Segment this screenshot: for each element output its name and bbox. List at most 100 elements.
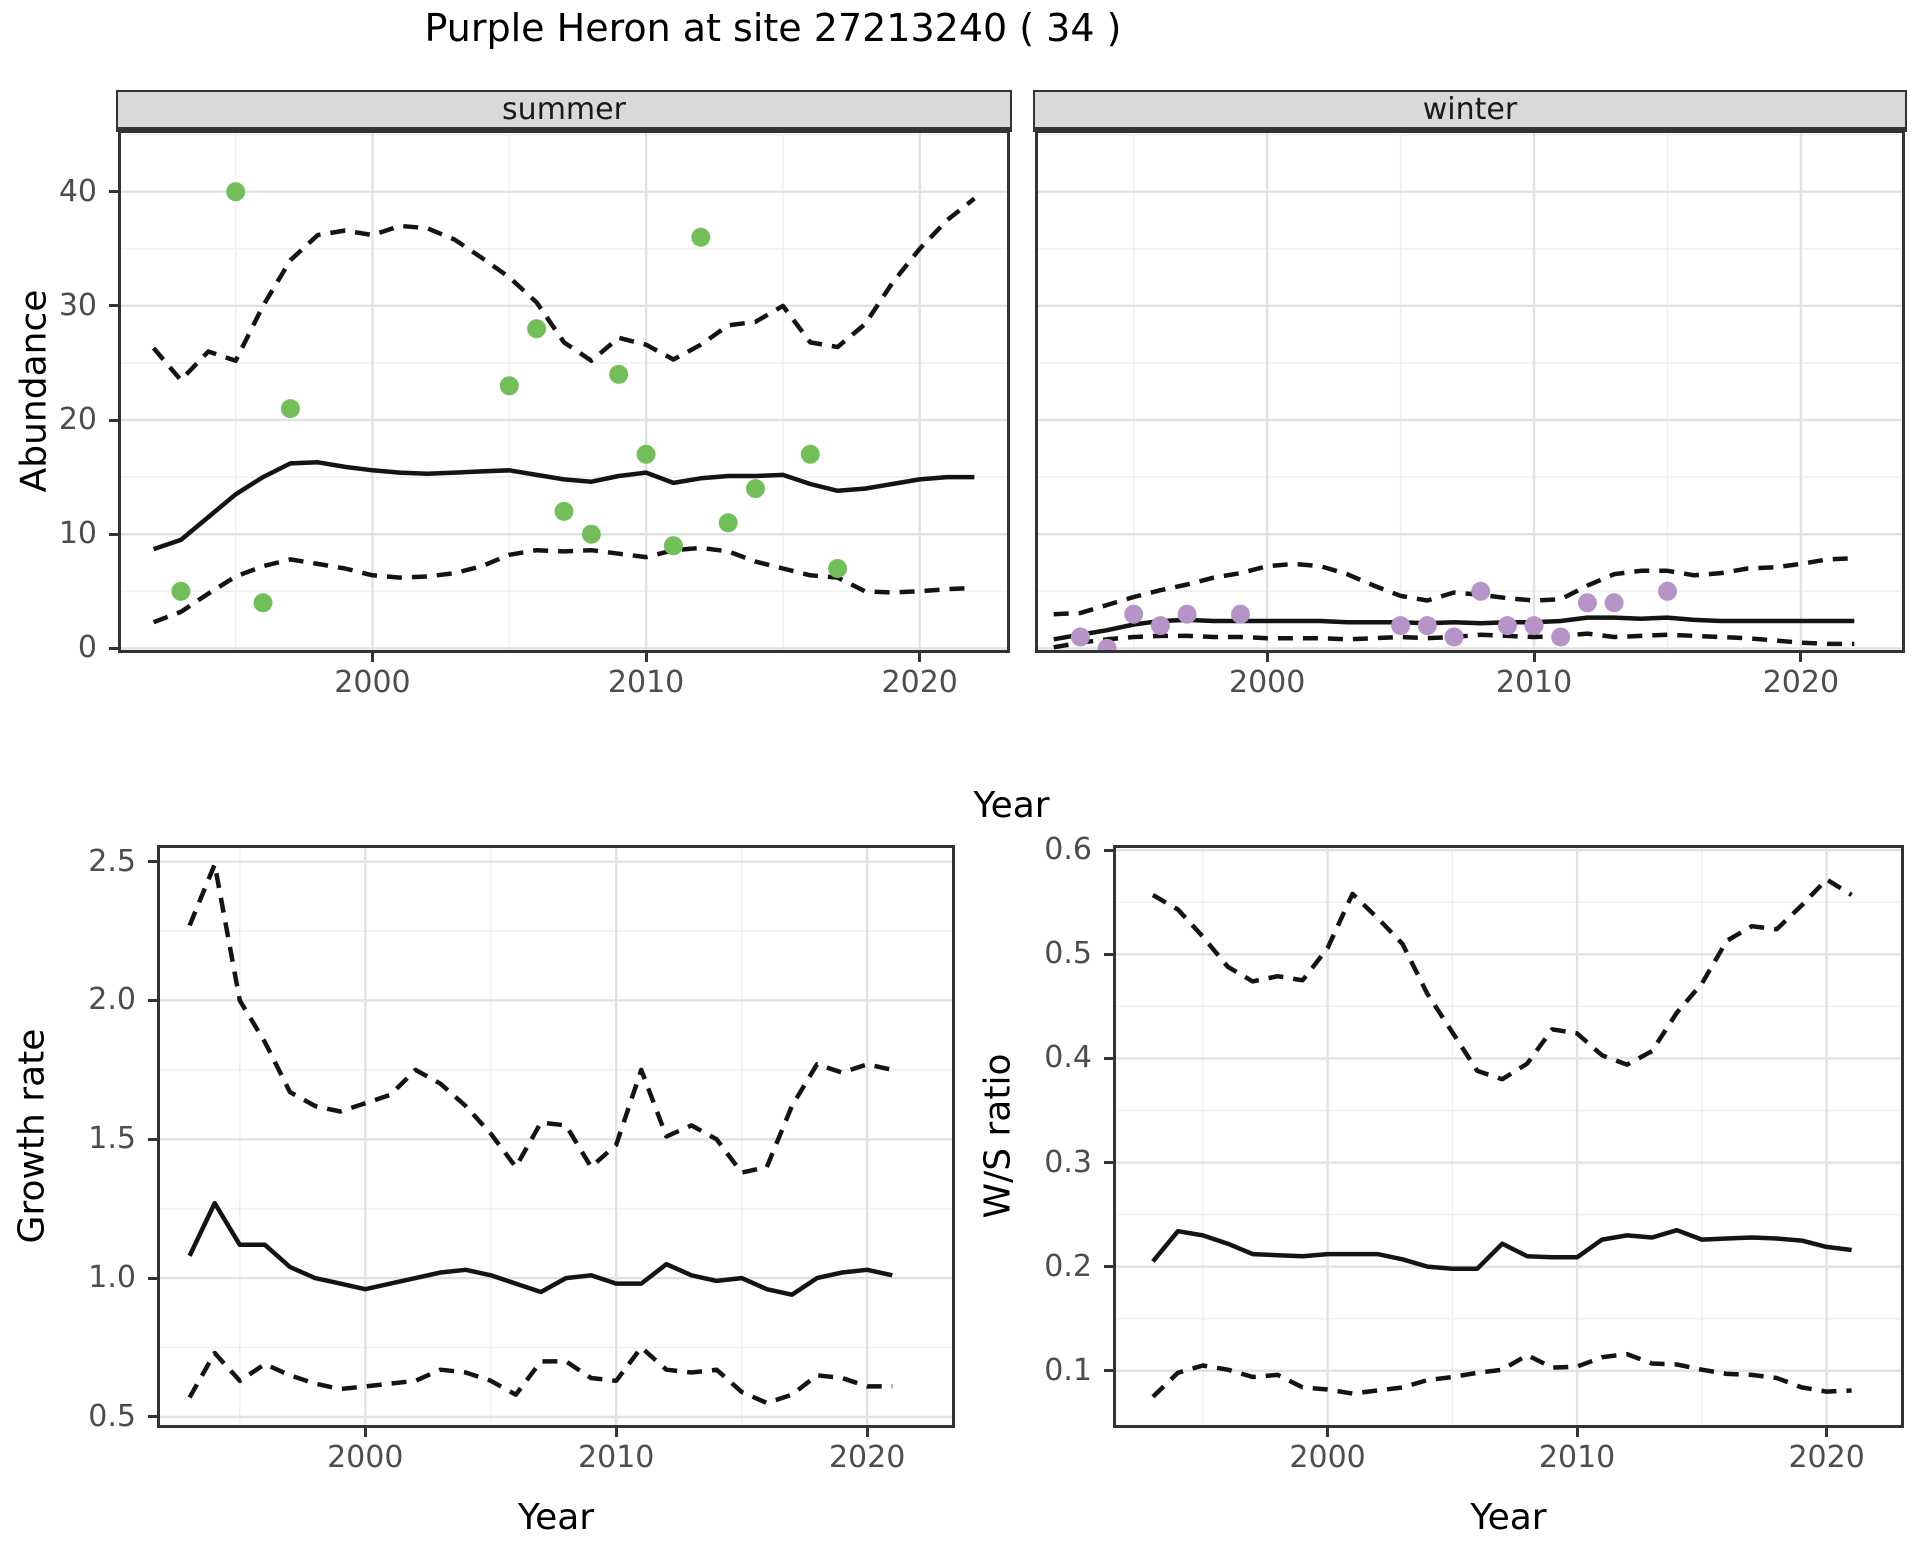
winter-upper-ci-line bbox=[1053, 555, 1855, 617]
summer-data-point bbox=[718, 513, 738, 533]
growth-upper-ci-line bbox=[187, 862, 893, 1175]
ws-x-tick-label: 2010 bbox=[1538, 1440, 1616, 1475]
ws-x-tick-label: 2000 bbox=[1289, 1440, 1366, 1475]
winter-data-point bbox=[1551, 627, 1571, 647]
winter-x-tick-mark bbox=[1265, 653, 1269, 662]
summer-x-tick-label: 2010 bbox=[607, 665, 685, 700]
summer-data-point bbox=[663, 536, 683, 556]
ws-y-tick-mark bbox=[1104, 1161, 1113, 1165]
panel-winter-abundance bbox=[1035, 130, 1905, 653]
growth-y-tick-mark bbox=[148, 1137, 157, 1141]
summer-y-tick-mark bbox=[109, 418, 118, 422]
summer-y-tick-mark bbox=[109, 304, 118, 308]
ws-y-tick-label: 0.5 bbox=[1044, 936, 1092, 972]
summer-data-point bbox=[226, 182, 246, 202]
summer-y-tick-label: 10 bbox=[58, 516, 97, 552]
winter-data-point bbox=[1231, 604, 1250, 624]
growth-y-tick-mark bbox=[148, 860, 157, 864]
summer-mean-line bbox=[152, 460, 975, 552]
ws-x-tick-mark bbox=[1575, 1428, 1579, 1437]
ws-upper-ci-line bbox=[1151, 877, 1853, 1082]
winter-data-point bbox=[1471, 581, 1491, 601]
ws-mean-line bbox=[1151, 1227, 1852, 1271]
summer-data-point bbox=[828, 559, 848, 578]
panel-summer-abundance bbox=[118, 130, 1010, 653]
winter-data-point bbox=[1150, 616, 1170, 636]
winter-data-point bbox=[1604, 593, 1624, 613]
panel-growth-rate bbox=[157, 845, 955, 1428]
growth-x-tick-label: 2020 bbox=[828, 1440, 906, 1475]
summer-y-tick-label: 0 bbox=[77, 630, 97, 666]
summer-x-tick-label: 2020 bbox=[881, 665, 958, 700]
growth-y-tick-mark bbox=[148, 1415, 157, 1419]
summer-data-point bbox=[280, 399, 300, 419]
winter-x-tick-mark bbox=[1799, 653, 1803, 662]
summer-data-point bbox=[499, 376, 519, 396]
winter-x-tick-label: 2020 bbox=[1762, 665, 1840, 700]
growth-y-tick-mark bbox=[148, 1276, 157, 1280]
growth-lower-ci-line bbox=[187, 1345, 893, 1406]
figure-title: Purple Heron at site 27213240 ( 34 ) bbox=[424, 6, 1122, 50]
growth-y-tick-label: 1.0 bbox=[88, 1260, 136, 1296]
winter-data-point bbox=[1124, 604, 1144, 624]
summer-data-point bbox=[609, 364, 629, 384]
winter-data-point bbox=[1497, 616, 1517, 636]
summer-y-tick-label: 30 bbox=[58, 287, 97, 323]
winter-data-point bbox=[1070, 627, 1090, 647]
summer-y-tick-label: 20 bbox=[58, 402, 97, 438]
ws-x-tick-label: 2020 bbox=[1788, 1440, 1865, 1475]
summer-data-point bbox=[636, 444, 656, 464]
summer-data-point bbox=[527, 319, 547, 339]
winter-data-point bbox=[1577, 593, 1597, 613]
summer-x-tick-mark bbox=[918, 653, 922, 662]
summer-x-tick-label: 2000 bbox=[334, 665, 411, 700]
ws-y-tick-mark bbox=[1104, 952, 1113, 956]
ws-y-tick-mark bbox=[1104, 1369, 1113, 1373]
x-axis-title-year-top: Year bbox=[973, 785, 1050, 826]
winter-x-tick-mark bbox=[1532, 653, 1536, 662]
growth-y-tick-label: 0.5 bbox=[88, 1398, 136, 1434]
facet-strip-summer: summer bbox=[116, 90, 1012, 132]
winter-data-point bbox=[1391, 616, 1411, 636]
winter-x-tick-label: 2010 bbox=[1495, 665, 1573, 700]
growth-y-tick-label: 2.0 bbox=[88, 982, 136, 1018]
summer-data-point bbox=[554, 501, 574, 521]
summer-y-tick-label: 40 bbox=[58, 173, 97, 209]
summer-data-point bbox=[253, 593, 273, 613]
growth-y-tick-mark bbox=[148, 998, 157, 1002]
ws-y-tick-label: 0.1 bbox=[1044, 1352, 1092, 1388]
ws-y-tick-mark bbox=[1104, 1056, 1113, 1060]
winter-data-point bbox=[1417, 616, 1437, 636]
ws-lower-ci-line bbox=[1151, 1351, 1852, 1399]
winter-data-point bbox=[1177, 604, 1197, 624]
winter-x-tick-label: 2000 bbox=[1228, 665, 1306, 700]
summer-data-point bbox=[581, 524, 601, 544]
winter-data-point bbox=[1444, 627, 1464, 647]
growth-x-tick-label: 2010 bbox=[578, 1440, 655, 1475]
winter-data-point bbox=[1658, 581, 1677, 601]
summer-upper-ci-line bbox=[151, 196, 976, 383]
ws-y-tick-label: 0.3 bbox=[1044, 1144, 1092, 1180]
summer-data-point bbox=[691, 227, 711, 247]
ws-y-tick-mark bbox=[1104, 848, 1113, 852]
growth-x-tick-mark bbox=[363, 1428, 367, 1437]
growth-x-tick-label: 2000 bbox=[327, 1440, 404, 1475]
growth-mean-line bbox=[187, 1200, 893, 1297]
panel-ws-ratio bbox=[1113, 845, 1904, 1428]
ws-y-tick-label: 0.6 bbox=[1044, 832, 1092, 868]
growth-x-tick-mark bbox=[865, 1428, 869, 1437]
ws-x-tick-mark bbox=[1825, 1428, 1829, 1437]
ws-y-tick-label: 0.2 bbox=[1044, 1248, 1092, 1284]
x-axis-title-year-growth: Year bbox=[517, 1497, 595, 1538]
summer-data-point bbox=[746, 479, 765, 499]
growth-y-tick-label: 2.5 bbox=[88, 843, 136, 879]
summer-y-tick-mark bbox=[109, 190, 118, 194]
facet-strip-winter: winter bbox=[1033, 90, 1907, 132]
summer-data-point bbox=[171, 581, 191, 601]
summer-y-tick-mark bbox=[109, 646, 118, 650]
growth-y-tick-label: 1.5 bbox=[88, 1121, 136, 1157]
summer-y-tick-mark bbox=[109, 532, 118, 536]
ws-y-tick-label: 0.4 bbox=[1044, 1040, 1092, 1076]
summer-x-tick-mark bbox=[370, 653, 374, 662]
